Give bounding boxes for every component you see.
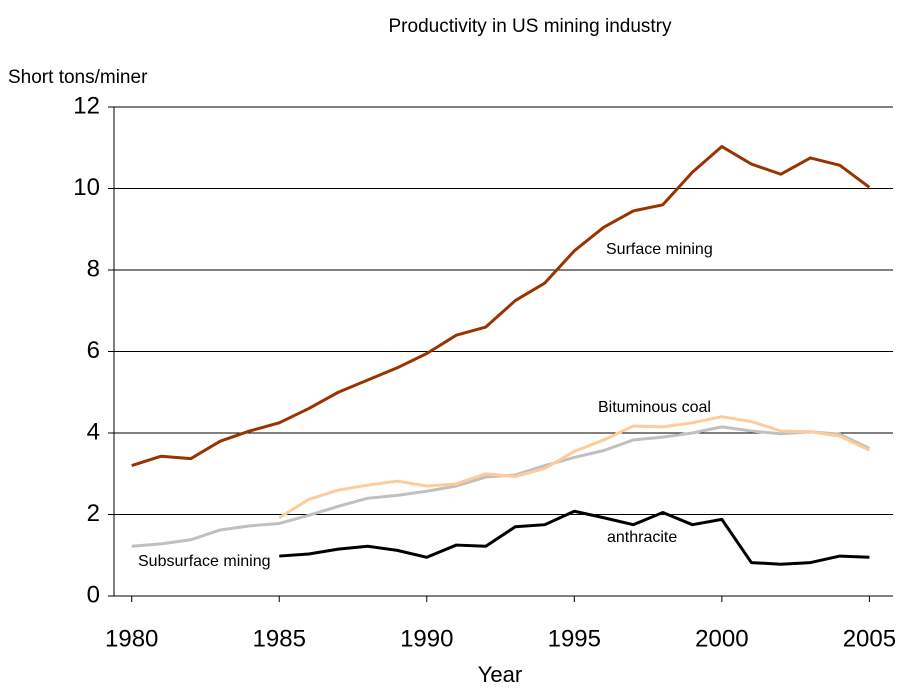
- y-tick-label: 4: [87, 418, 100, 445]
- series-label: Bituminous coal: [598, 399, 711, 416]
- series-label: anthracite: [607, 529, 677, 546]
- series-label: Surface mining: [606, 241, 713, 258]
- y-tick-label: 8: [87, 255, 100, 282]
- x-tick-label: 1990: [400, 625, 453, 652]
- series-label: Subsurface mining: [138, 553, 271, 570]
- series-line: [278, 415, 871, 520]
- x-tick-label: 1995: [548, 625, 601, 652]
- x-tick-label: 2000: [695, 625, 748, 652]
- y-tick-label: 6: [87, 337, 100, 364]
- series-line: [131, 145, 871, 468]
- x-axis-label: Year: [478, 662, 522, 687]
- series-line: [131, 425, 871, 548]
- y-tick-label: 10: [73, 174, 100, 201]
- y-tick-label: 0: [87, 581, 100, 608]
- y-tick-label: 12: [73, 92, 100, 119]
- x-tick-label: 1980: [105, 625, 158, 652]
- chart-title: Productivity in US mining industry: [389, 16, 672, 37]
- x-tick-label: 1985: [253, 625, 306, 652]
- x-tick-label: 2005: [843, 625, 896, 652]
- series-line: [279, 509, 870, 566]
- y-tick-label: 2: [87, 500, 100, 527]
- y-axis-label: Short tons/miner: [8, 67, 148, 88]
